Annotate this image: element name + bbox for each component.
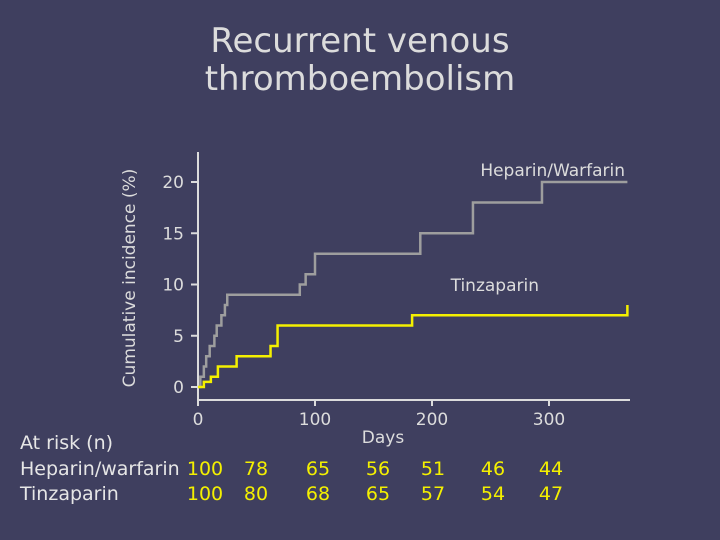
at-risk-value: 56 [365, 458, 391, 480]
x-tick-label: 200 [416, 410, 448, 430]
at-risk-value: 47 [538, 483, 564, 505]
x-tick-label: 300 [533, 410, 565, 430]
at-risk-row-label: Tinzaparin [20, 483, 119, 505]
legend-label: Tinzaparin [450, 276, 539, 296]
y-tick-label: 5 [173, 327, 184, 347]
x-axis-label: Days [362, 428, 405, 448]
x-tick-label: 100 [299, 410, 331, 430]
at-risk-value: 100 [186, 483, 224, 505]
title-line-1: Recurrent venous [210, 21, 510, 61]
at-risk-value: 65 [365, 483, 391, 505]
at-risk-value: 80 [243, 483, 269, 505]
y-tick-label: 20 [162, 173, 184, 193]
at-risk-value: 68 [305, 483, 331, 505]
at-risk-value: 57 [420, 483, 446, 505]
at-risk-value: 44 [538, 458, 564, 480]
series-line-1 [198, 305, 629, 389]
at-risk-value: 100 [186, 458, 224, 480]
y-tick-label: 10 [162, 276, 184, 296]
y-tick-label: 15 [162, 224, 184, 244]
at-risk-value: 78 [243, 458, 269, 480]
at-risk-value: 46 [480, 458, 506, 480]
at-risk-heading: At risk (n) [20, 432, 114, 454]
at-risk-value: 51 [420, 458, 446, 480]
chart-title: Recurrent venous thromboembolism [0, 22, 720, 98]
at-risk-value: 54 [480, 483, 506, 505]
at-risk-value: 65 [305, 458, 331, 480]
legend-label: Heparin/Warfarin [480, 161, 625, 181]
y-axis-label: Cumulative incidence (%) [120, 169, 140, 388]
at-risk-row-label: Heparin/warfarin [20, 458, 180, 480]
title-line-2: thromboembolism [204, 59, 516, 99]
x-tick-label: 0 [193, 410, 204, 430]
series-line-0 [198, 180, 628, 389]
y-tick-label: 0 [173, 378, 184, 398]
